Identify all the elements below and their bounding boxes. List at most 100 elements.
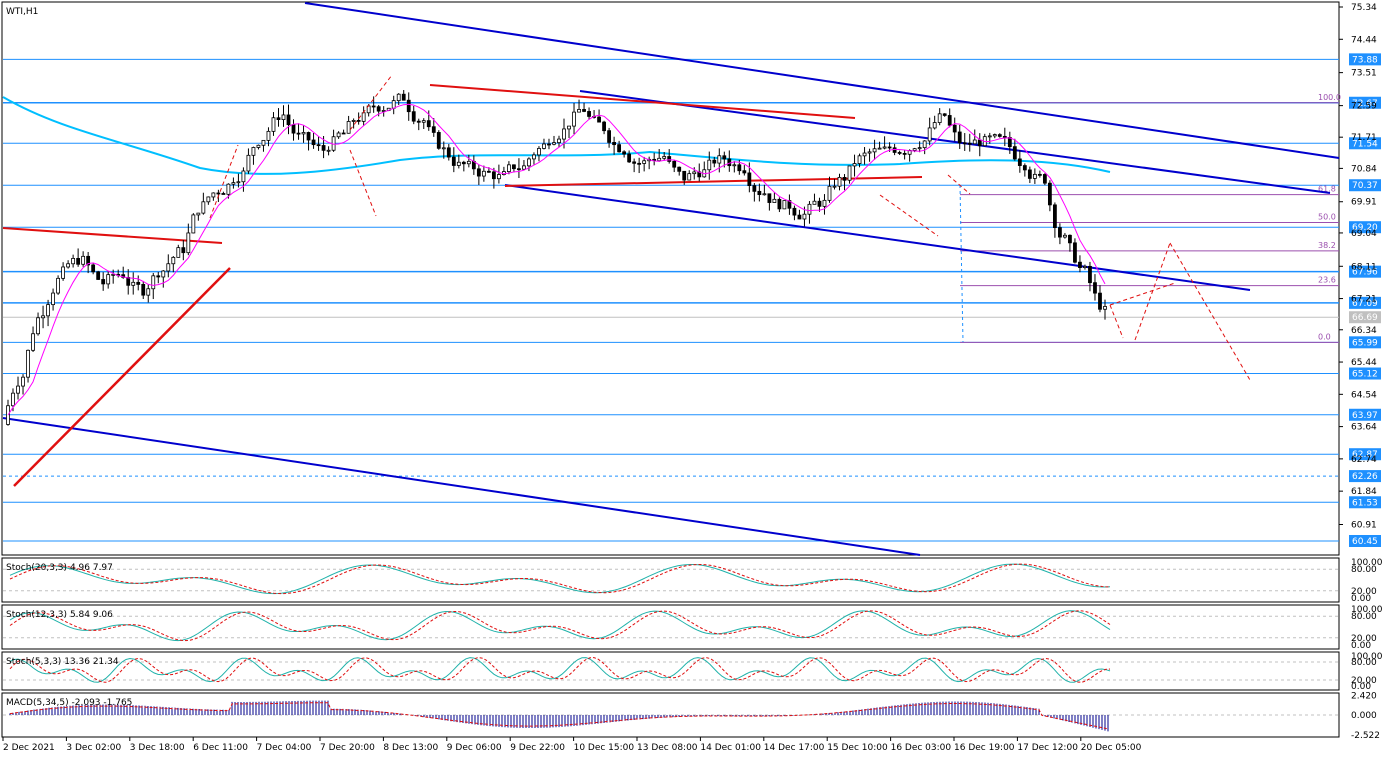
price-tick-label: 60.91	[1351, 521, 1377, 531]
candle-body	[221, 193, 226, 195]
candle-body	[231, 182, 236, 185]
candle-body	[256, 144, 261, 148]
level-badge-label: 65.99	[1352, 338, 1378, 348]
candle-body	[842, 176, 847, 181]
level-badge	[1349, 336, 1381, 349]
level-badge	[1349, 179, 1381, 192]
candle-body	[967, 142, 972, 145]
candle-body	[371, 105, 376, 108]
level-badge-label: 73.88	[1352, 55, 1378, 65]
candle-body	[792, 207, 797, 216]
candle-body	[602, 121, 606, 132]
price-tick-label: 65.44	[1351, 358, 1377, 368]
candle-body	[11, 392, 15, 407]
candle-body	[206, 196, 211, 203]
candle-body	[962, 142, 967, 145]
level-badge-label: 62.87	[1352, 450, 1378, 460]
resistance-line-2	[429, 84, 856, 119]
price-badges: 73.88 72.67 71.54 70.37 69.20 67.96 67.09 66.69…	[1349, 53, 1381, 547]
stoch3-label: Stoch(5,3,3) 13.36 21.34	[6, 657, 119, 667]
candle-body	[31, 333, 35, 351]
horizontal-levels	[3, 58, 1339, 542]
level-badge	[1349, 96, 1381, 109]
candle-body	[852, 163, 857, 167]
candle-body	[572, 111, 576, 127]
candle-body	[1012, 146, 1017, 160]
stoch1-pane-frame	[1, 557, 1340, 603]
candle-body	[111, 273, 116, 276]
candle-body	[587, 111, 591, 117]
candle-body	[416, 120, 421, 123]
macd-scale-label: 0.000	[1351, 711, 1377, 721]
candle-body	[351, 120, 356, 122]
time-tick-label: 16 Dec 19:00	[954, 743, 1015, 753]
candle-body	[707, 159, 712, 171]
time-tick-label: 7 Dec 04:00	[257, 743, 312, 753]
candle-body	[662, 156, 667, 159]
candle-body	[757, 190, 762, 196]
candle-body	[56, 277, 60, 294]
candle-body	[667, 156, 672, 162]
price-tick-label: 71.71	[1351, 133, 1377, 143]
ma-slow-line	[2, 96, 1111, 175]
candle-body	[236, 181, 241, 184]
forecast-arrows	[209, 74, 1251, 381]
candle-body	[957, 131, 962, 144]
candle-body	[81, 255, 86, 265]
candle-body	[166, 263, 171, 272]
candle-body	[346, 121, 351, 134]
stoch3-pane-frame	[1, 651, 1340, 691]
candle-body	[151, 275, 156, 290]
level-badge	[1349, 137, 1381, 150]
candle-body	[286, 114, 291, 126]
level-badge-label: 69.20	[1352, 223, 1378, 233]
candle-body	[712, 159, 717, 164]
stoch-scale-label: 100.00	[1351, 558, 1383, 568]
price-tick-label: 72.59	[1351, 102, 1377, 112]
candle-body	[622, 151, 627, 155]
candle-body	[171, 256, 176, 265]
level-badge-label: 65.12	[1352, 370, 1378, 380]
macd-label: MACD(5,34,5) -2.093 -1.765	[6, 698, 132, 708]
price-tick-label: 69.04	[1351, 229, 1377, 239]
candle-body	[1053, 204, 1057, 229]
candle-body	[381, 110, 386, 112]
stoch-main-line	[9, 610, 1111, 642]
candle-body	[987, 135, 992, 138]
candle-body	[657, 157, 662, 162]
candle-body	[1022, 165, 1027, 171]
candle-body	[1007, 137, 1012, 148]
time-tick-label: 17 Dec 12:00	[1017, 743, 1078, 753]
candle-body	[391, 100, 396, 109]
fib-anchor-line	[959, 184, 964, 343]
symbol-label: WTI,H1	[6, 7, 38, 17]
candle-body	[21, 376, 25, 387]
candle-body	[977, 139, 982, 147]
time-tick-label: 13 Dec 08:00	[637, 743, 698, 753]
candle-body	[191, 214, 196, 234]
candle-body	[176, 247, 181, 258]
candle-body	[106, 274, 111, 285]
candle-body	[637, 162, 642, 165]
candle-body	[692, 171, 697, 175]
candle-body	[772, 198, 777, 203]
candle-body	[517, 168, 521, 171]
candle-body	[597, 116, 601, 123]
candle-body	[1047, 182, 1052, 206]
time-tick-label: 10 Dec 15:00	[574, 743, 635, 753]
level-badge	[1349, 448, 1381, 461]
time-tick-label: 7 Dec 20:00	[320, 743, 375, 753]
candle-body	[1063, 234, 1067, 238]
candle-body	[862, 152, 867, 157]
candle-body	[181, 247, 186, 254]
candle-body	[296, 132, 301, 135]
stoch-scale-label: 0.00	[1351, 641, 1371, 651]
level-badge-label: 66.69	[1352, 313, 1378, 323]
level-badge	[1349, 221, 1381, 234]
candle-body	[481, 170, 486, 177]
candle-body	[522, 165, 526, 170]
candle-body	[887, 146, 892, 149]
candle-body	[456, 161, 461, 166]
macd-signal-line	[9, 702, 1109, 730]
candle-body	[997, 134, 1002, 137]
